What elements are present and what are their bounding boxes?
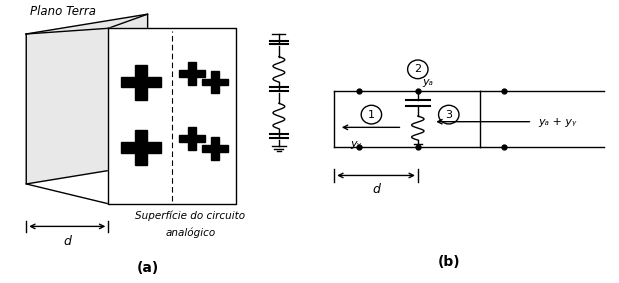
Text: yₐ + yᵧ: yₐ + yᵧ (539, 117, 577, 127)
Text: (b): (b) (438, 255, 460, 269)
Text: d: d (63, 235, 71, 248)
Text: d: d (372, 183, 380, 196)
Polygon shape (179, 135, 205, 142)
Text: yᵧ: yᵧ (350, 139, 361, 149)
Polygon shape (121, 142, 162, 153)
Polygon shape (135, 65, 147, 100)
Polygon shape (135, 130, 147, 165)
Polygon shape (202, 145, 228, 152)
Text: yₐ: yₐ (422, 77, 433, 87)
Text: Plano Terra: Plano Terra (30, 5, 95, 18)
Text: 3: 3 (445, 110, 452, 120)
Text: (a): (a) (137, 261, 158, 275)
Text: 1: 1 (368, 110, 375, 120)
Polygon shape (108, 28, 236, 204)
Text: 2: 2 (414, 64, 422, 74)
Polygon shape (188, 62, 196, 85)
Polygon shape (26, 14, 148, 184)
Polygon shape (211, 71, 219, 93)
Polygon shape (211, 137, 219, 160)
Text: analógico: analógico (165, 228, 215, 238)
Text: Superfície do circuito: Superfície do circuito (135, 211, 245, 221)
Polygon shape (121, 77, 162, 87)
Polygon shape (202, 79, 228, 85)
Polygon shape (179, 70, 205, 77)
Polygon shape (188, 127, 196, 150)
